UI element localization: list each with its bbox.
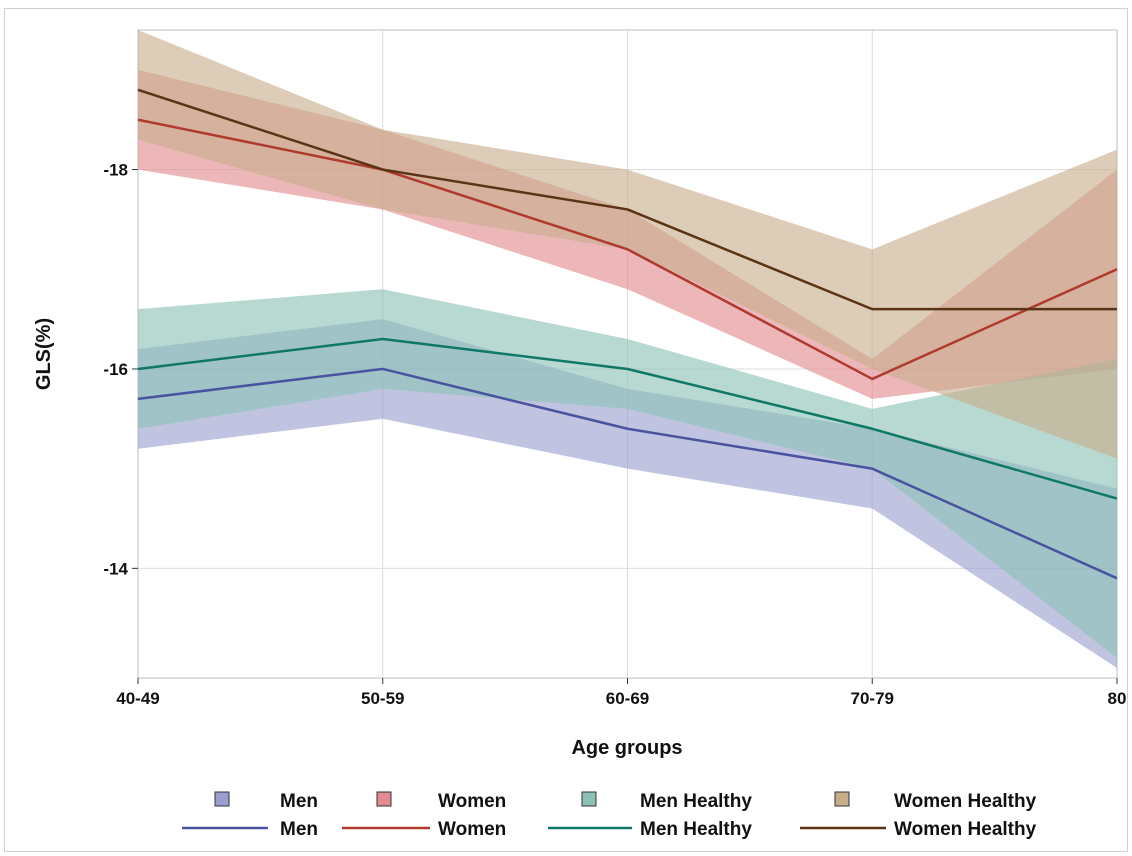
legend-line-label: Women [438, 819, 506, 840]
x-axis-title: Age groups [571, 737, 682, 759]
x-tick-label: 70-79 [851, 689, 894, 708]
legend: Men Men Women Women Men Healthy Men Healthy Wo… [182, 791, 1037, 840]
x-tick-label: 40-49 [116, 689, 159, 708]
legend-band-label: Women Healthy [894, 791, 1037, 812]
line-women [137, 118, 1118, 381]
series-lines [137, 88, 1118, 580]
legend-line-label: Men Healthy [640, 819, 752, 840]
y-tick-label: -14 [103, 559, 128, 578]
chart-frame [4, 8, 1128, 852]
legend-band-label: Men [280, 791, 318, 812]
legend-line-label: Women Healthy [894, 819, 1037, 840]
x-tick-label: 50-59 [361, 689, 404, 708]
band-women-healthy [138, 30, 1117, 459]
x-tick-label: 80 [1108, 689, 1127, 708]
x-axis-ticks: 40-49 50-59 60-69 70-79 80 [116, 678, 1126, 708]
y-tick-label: -16 [103, 360, 128, 379]
legend-band-swatch [214, 791, 230, 807]
line-men-healthy [137, 337, 1118, 500]
x-tick-label: 60-69 [606, 689, 649, 708]
line-men [137, 367, 1118, 580]
confidence-bands [138, 30, 1117, 669]
legend-band-label: Men Healthy [640, 791, 752, 812]
legend-band-label: Women [438, 791, 506, 812]
band-men-healthy [138, 289, 1117, 659]
y-tick-label: -18 [103, 161, 128, 180]
legend-band-swatch [581, 791, 597, 807]
y-axis-title: GLS(%) [33, 318, 55, 390]
y-axis-ticks: -18 -16 -14 [103, 161, 138, 578]
legend-line-label: Men [280, 819, 318, 840]
line-women-healthy [137, 88, 1117, 311]
legend-band-swatch [376, 791, 392, 807]
legend-band-swatch [834, 791, 850, 807]
band-men [138, 319, 1117, 669]
